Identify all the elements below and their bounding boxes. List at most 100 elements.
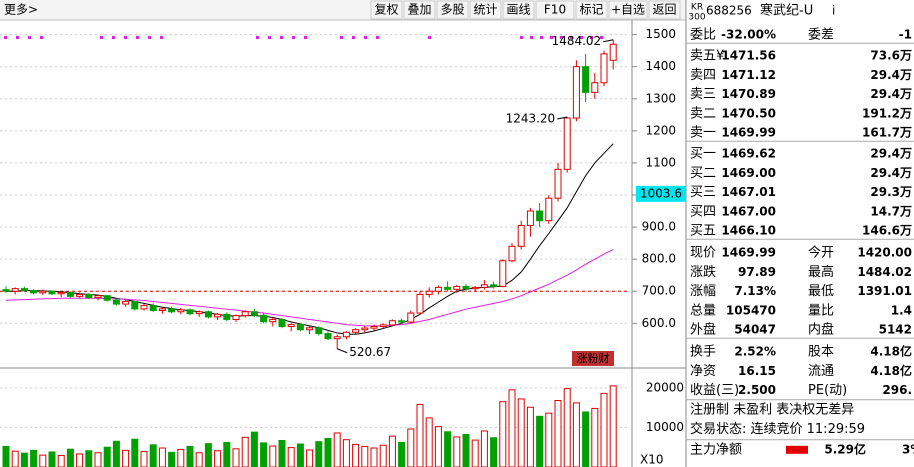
- quote-label: 总量: [690, 303, 716, 318]
- toolbar-button[interactable]: 统计: [473, 3, 497, 17]
- toolbar-button[interactable]: 多股: [440, 3, 464, 17]
- quote-value: 1470.50: [721, 106, 776, 120]
- quote-value: 1484.02: [857, 265, 912, 279]
- candle-body: [177, 309, 185, 313]
- toolbar-button-bg[interactable]: [608, 0, 648, 20]
- candle-body: [499, 260, 507, 287]
- annotation: 1484.02: [552, 34, 602, 48]
- volume-bar: [425, 417, 433, 467]
- quote-label: 买一: [690, 147, 716, 162]
- volume-bar: [131, 438, 139, 467]
- candle-body: [563, 117, 571, 170]
- volume-bar: [499, 401, 507, 467]
- quote-value: 4.18亿: [870, 344, 912, 359]
- volume-bar: [85, 450, 93, 467]
- candle-body: [186, 309, 194, 315]
- candle-body: [333, 336, 341, 340]
- status-note: 交易状态: 连续竞价 11:29:59: [690, 421, 865, 437]
- toolbar-button-bg[interactable]: [469, 0, 502, 20]
- candle-body: [149, 305, 157, 311]
- quote-value: -1: [899, 28, 912, 42]
- y-tick-label: 1100: [645, 155, 676, 169]
- volume-bar: [287, 447, 295, 467]
- candle-body: [94, 295, 102, 299]
- candle-body: [444, 286, 452, 290]
- volume-bar: [398, 441, 406, 467]
- quote-value: 296.: [882, 383, 912, 397]
- toolbar-button-bg[interactable]: [575, 0, 608, 20]
- more-menu[interactable]: 更多>: [4, 3, 38, 17]
- marker-dot: [280, 36, 283, 39]
- candle-body: [39, 290, 47, 294]
- stock-code: 688256: [706, 4, 752, 18]
- y-tick-label: 900.0: [642, 220, 676, 234]
- quote-label: 内盘: [808, 322, 834, 338]
- toolbar-button-bg[interactable]: [535, 0, 575, 20]
- candle-body: [398, 320, 406, 323]
- annotation-leader: [557, 116, 568, 120]
- candle-body: [232, 315, 240, 320]
- badge-top: [689, 2, 705, 22]
- toolbar-button[interactable]: 复权: [374, 3, 398, 17]
- marker-dot: [268, 36, 271, 39]
- exchange-badge: KR: [691, 3, 703, 13]
- toolbar-button-bg[interactable]: [403, 0, 436, 20]
- quote-value: 1469.99: [721, 246, 776, 260]
- quote-label: 收益(三): [690, 383, 739, 398]
- flow-label[interactable]: 主力净额: [690, 442, 742, 457]
- quote-label: 委比: [690, 28, 716, 43]
- ma-line: [5, 249, 614, 327]
- quote-label: 卖五¥: [690, 49, 724, 64]
- toolbar-button-bg[interactable]: [648, 0, 681, 20]
- quote-value: 1466.10: [721, 224, 776, 238]
- volume-bar: [57, 455, 65, 467]
- candle-body: [250, 311, 258, 316]
- toolbar-button[interactable]: +自选: [611, 3, 645, 17]
- quote-label: 股本: [808, 345, 834, 360]
- volume-bar: [241, 436, 249, 467]
- volume-bar: [361, 445, 369, 467]
- marker-dot: [376, 36, 379, 39]
- candle-body: [554, 168, 562, 199]
- candle-body: [48, 290, 56, 295]
- volume-bar: [260, 442, 268, 467]
- toolbar-button[interactable]: 返回: [652, 3, 676, 17]
- toolbar-button[interactable]: 标记: [579, 3, 603, 17]
- volume-bar: [352, 443, 360, 467]
- candle-body: [30, 290, 38, 294]
- volume-bar: [462, 434, 470, 467]
- marker-dot: [580, 36, 583, 39]
- quote-label: PE(动): [808, 383, 847, 398]
- marker-dot: [4, 36, 7, 39]
- candle-body: [158, 308, 166, 311]
- candle-body: [287, 324, 295, 328]
- toolbar-button[interactable]: F10: [544, 3, 566, 17]
- volume-bar: [563, 388, 571, 467]
- candle-body: [342, 331, 350, 338]
- marker-dot: [100, 36, 103, 39]
- toolbar-button-bg[interactable]: [502, 0, 535, 20]
- volume-bar: [444, 431, 452, 467]
- toolbar-button[interactable]: 叠加: [407, 3, 431, 17]
- quote-label: 买五: [690, 224, 716, 239]
- marker-dot: [600, 36, 603, 39]
- quote-value: 4.18亿: [870, 363, 912, 378]
- toolbar-button-bg[interactable]: [370, 0, 403, 20]
- volume-bar: [195, 452, 203, 467]
- badge[interactable]: 涨粉财: [577, 351, 610, 365]
- toolbar-button-bg[interactable]: [436, 0, 469, 20]
- candle-body: [76, 293, 84, 297]
- volume-bar: [545, 412, 553, 467]
- quote-value: 1467.00: [721, 204, 776, 218]
- toolbar-button[interactable]: 画线: [506, 3, 530, 17]
- candle-body: [20, 288, 28, 292]
- y-tick-label: 1500: [645, 27, 676, 41]
- quote-label: 外盘: [690, 322, 716, 338]
- quote-label: 委差: [808, 28, 834, 43]
- marker-dot: [570, 36, 573, 39]
- marker-dot: [28, 36, 31, 39]
- marker-dot: [352, 36, 355, 39]
- marker-dot: [40, 36, 43, 39]
- candle-body: [536, 210, 544, 222]
